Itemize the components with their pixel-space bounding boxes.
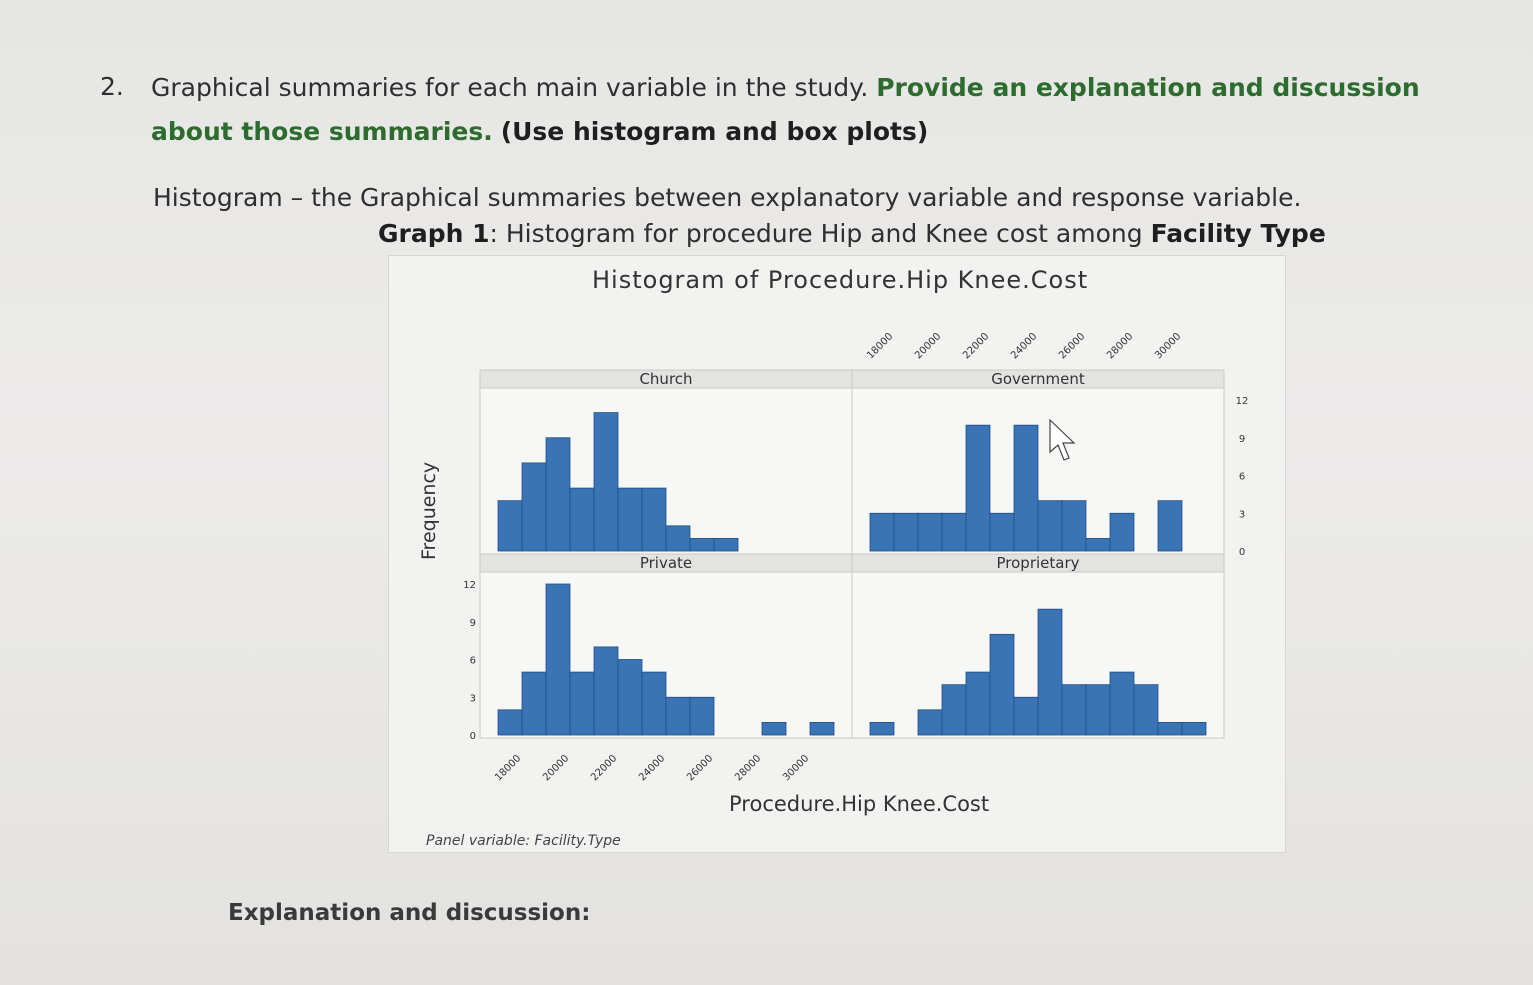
x-tick-top-24000: 24000 xyxy=(1009,331,1039,361)
bar-private-3 xyxy=(569,671,595,736)
x-tick-bottom-30000: 30000 xyxy=(781,753,811,783)
bar-private-7 xyxy=(665,696,691,736)
bar-proprietary-0 xyxy=(869,722,895,736)
bar-private-2 xyxy=(545,583,571,736)
bar-private-11 xyxy=(761,722,787,736)
bar-government-12 xyxy=(1157,500,1183,552)
bar-private-1 xyxy=(521,671,547,736)
graph-caption: Graph 1: Histogram for procedure Hip and… xyxy=(378,219,1326,248)
explanation-label: Explanation and discussion: xyxy=(228,900,591,926)
bar-proprietary-11 xyxy=(1133,684,1159,736)
bar-church-2 xyxy=(545,437,571,552)
bar-private-13 xyxy=(809,722,835,736)
bar-proprietary-3 xyxy=(941,684,967,736)
y-tick-right-0: 0 xyxy=(1239,547,1245,558)
x-tick-top-26000: 26000 xyxy=(1057,331,1087,361)
bar-church-3 xyxy=(569,487,595,552)
bar-proprietary-2 xyxy=(917,709,943,736)
y-tick-right-12: 12 xyxy=(1236,396,1249,407)
bar-government-6 xyxy=(1013,424,1039,552)
y-tick-left-12: 12 xyxy=(463,580,476,591)
bar-private-6 xyxy=(641,671,667,736)
bar-government-1 xyxy=(893,512,919,552)
y-axis-title: Frequency xyxy=(418,461,440,560)
bar-proprietary-13 xyxy=(1181,722,1207,736)
mouse-cursor-icon xyxy=(1049,418,1076,461)
y-tick-right-6: 6 xyxy=(1239,472,1245,483)
bar-proprietary-10 xyxy=(1109,671,1135,736)
panel-header-proprietary xyxy=(851,553,1225,573)
y-tick-left-0: 0 xyxy=(470,731,476,742)
chart-title: Histogram of Procedure.Hip Knee.Cost xyxy=(592,266,1089,294)
panel-label-proprietary: Proprietary xyxy=(997,554,1080,572)
x-tick-top-18000: 18000 xyxy=(865,331,895,361)
bar-church-4 xyxy=(593,412,619,552)
bar-government-3 xyxy=(941,512,967,552)
panel-variable-note: Panel variable: Facility.Type xyxy=(426,833,621,849)
bar-private-8 xyxy=(689,696,715,736)
bar-government-9 xyxy=(1085,538,1111,552)
y-tick-right-3: 3 xyxy=(1239,509,1245,520)
panels-layer: Church Government Private Proprietary 0 0 3 3 6 6… xyxy=(463,331,1248,783)
question-note: (Use histogram and box plots) xyxy=(500,117,929,146)
question-text: Graphical summaries for each main variab… xyxy=(151,66,1471,154)
bar-private-5 xyxy=(617,659,643,736)
bar-church-1 xyxy=(521,462,547,552)
panel-label-church: Church xyxy=(639,370,692,388)
bar-government-4 xyxy=(965,424,991,552)
x-tick-bottom-28000: 28000 xyxy=(733,753,763,783)
bar-government-0 xyxy=(869,512,895,552)
bar-private-4 xyxy=(593,646,619,736)
x-tick-bottom-18000: 18000 xyxy=(493,753,523,783)
x-tick-bottom-20000: 20000 xyxy=(541,753,571,783)
x-axis-title: Procedure.Hip Knee.Cost xyxy=(729,792,990,816)
x-tick-top-28000: 28000 xyxy=(1105,331,1135,361)
bar-government-10 xyxy=(1109,512,1135,552)
panel-label-private: Private xyxy=(640,554,692,572)
bar-church-8 xyxy=(689,538,715,552)
bar-government-2 xyxy=(917,512,943,552)
x-tick-top-30000: 30000 xyxy=(1153,331,1183,361)
x-tick-bottom-26000: 26000 xyxy=(685,753,715,783)
bar-private-0 xyxy=(497,709,523,736)
question-bold: Provide an explanation and discussion ab… xyxy=(151,73,1420,146)
bar-proprietary-8 xyxy=(1061,684,1087,736)
bar-church-7 xyxy=(665,525,691,552)
bar-proprietary-5 xyxy=(989,633,1015,736)
question-number: 2. xyxy=(100,72,124,101)
y-tick-left-3: 3 xyxy=(470,693,476,704)
bar-proprietary-4 xyxy=(965,671,991,736)
bar-government-7 xyxy=(1037,500,1063,552)
bar-proprietary-6 xyxy=(1013,696,1039,736)
caption-text: : Histogram for procedure Hip and Knee c… xyxy=(489,219,1151,248)
y-tick-left-6: 6 xyxy=(470,656,476,667)
bar-government-5 xyxy=(989,512,1015,552)
caption-label: Graph 1 xyxy=(378,219,490,248)
bar-church-9 xyxy=(713,538,739,552)
histogram-intro: Histogram – the Graphical summaries betw… xyxy=(153,183,1302,212)
bar-church-5 xyxy=(617,487,643,552)
bar-proprietary-12 xyxy=(1157,722,1183,736)
y-tick-left-9: 9 xyxy=(470,618,476,629)
panel-header-government xyxy=(851,369,1225,389)
x-tick-bottom-22000: 22000 xyxy=(589,753,619,783)
bar-church-0 xyxy=(497,500,523,552)
x-tick-top-20000: 20000 xyxy=(913,331,943,361)
bar-government-8 xyxy=(1061,500,1087,552)
bar-proprietary-7 xyxy=(1037,608,1063,736)
question-plain: Graphical summaries for each main variab… xyxy=(151,73,869,102)
x-tick-top-22000: 22000 xyxy=(961,331,991,361)
y-tick-right-9: 9 xyxy=(1239,434,1245,445)
x-tick-bottom-24000: 24000 xyxy=(637,753,667,783)
bar-proprietary-9 xyxy=(1085,684,1111,736)
panel-label-government: Government xyxy=(991,370,1085,388)
bar-church-6 xyxy=(641,487,667,552)
caption-bold-tail: Facility Type xyxy=(1150,219,1326,248)
